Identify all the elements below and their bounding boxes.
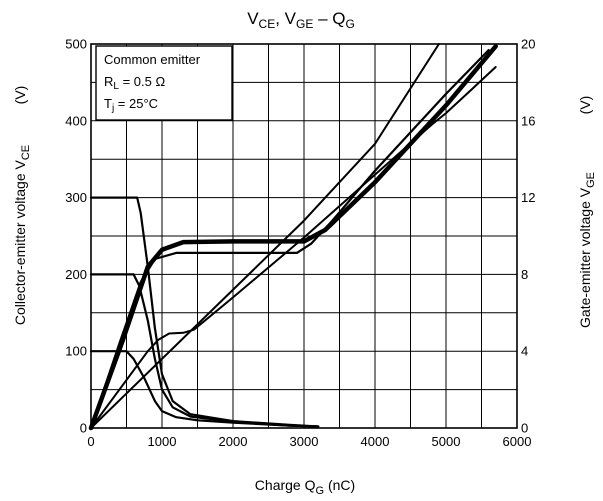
annotation-box: Common emitter RL = 0.5 Ω Tj = 25°C (95, 45, 233, 121)
series-line-1 (89, 196, 320, 428)
y-right-tick-label: 20 (521, 37, 535, 52)
tick-labels: 0 1000 2000 3000 4000 5000 6000010020030040050… (65, 37, 535, 450)
x-tick-label: 4000 (361, 434, 390, 449)
series-line-4 (90, 66, 497, 429)
y-right-axis-label: Gate-emitter voltage VGE (577, 172, 597, 328)
y-right-tick-label: 0 (521, 421, 528, 436)
y-left-tick-label: 300 (65, 190, 87, 205)
y-left-tick-label: 0 (80, 421, 87, 436)
annotation-line-3: Tj = 25°C (104, 96, 158, 114)
y-right-axis-unit: (V) (577, 96, 593, 115)
chart-title: VCE, VGE – QG (247, 9, 355, 31)
annotation-line-2: RL = 0.5 Ω (104, 74, 165, 92)
x-axis-label: Charge QG (nC) (255, 477, 355, 497)
annotation-line-1: Common emitter (104, 52, 201, 67)
x-tick-label: 3000 (290, 434, 319, 449)
x-tick-label: 5000 (432, 434, 461, 449)
plot-frame (90, 43, 518, 429)
y-right-tick-label: 16 (521, 113, 535, 128)
y-left-tick-label: 400 (65, 113, 87, 128)
x-tick-label: 2000 (219, 434, 248, 449)
y-left-tick-label: 200 (65, 267, 87, 282)
x-tick-label: 6000 (503, 434, 532, 449)
y-right-tick-label: 12 (521, 190, 535, 205)
y-right-tick-label: 8 (521, 267, 528, 282)
y-left-axis-unit: (V) (12, 86, 28, 105)
y-right-tick-label: 4 (521, 344, 528, 359)
series-line-6 (88, 44, 498, 431)
series-line-3 (89, 350, 320, 428)
y-left-tick-label: 500 (65, 37, 87, 52)
x-tick-label: 0 (87, 434, 94, 449)
x-tick-label: 1000 (148, 434, 177, 449)
series-lines (88, 43, 498, 431)
y-left-axis-label: Collector-emitter voltage VCE (12, 145, 32, 325)
series-line-7 (90, 43, 440, 429)
y-left-tick-label: 100 (65, 344, 87, 359)
